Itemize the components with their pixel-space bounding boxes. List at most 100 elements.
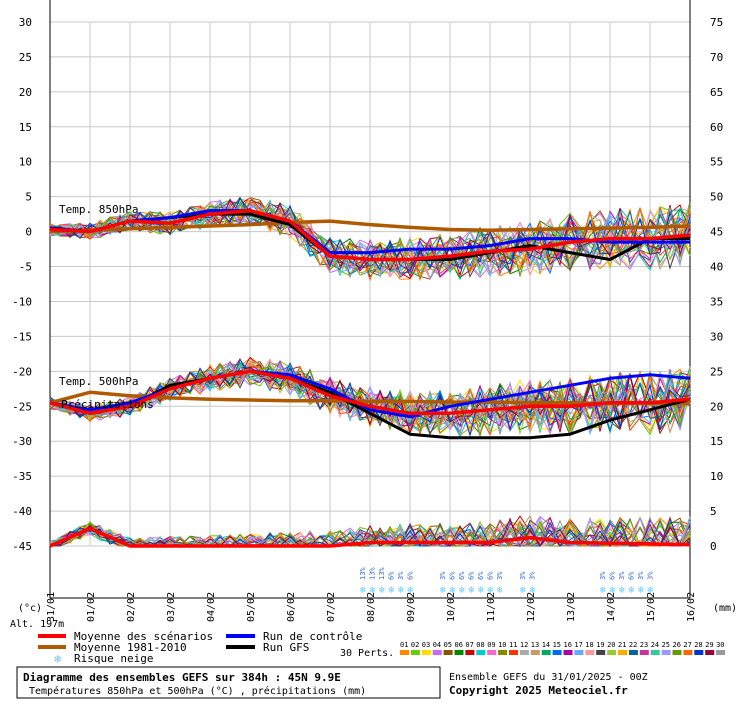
series-mean_t850 [49, 208, 691, 262]
snow-risk-pct: 3% [599, 571, 607, 580]
snowflake-icon: ❄ [600, 585, 607, 596]
snowflake-icon: ❄ [469, 585, 476, 596]
snowflake-icon: ❄ [360, 585, 367, 596]
snowflake-icon: ❄ [488, 585, 495, 596]
legend: Moyenne des scénarios Moyenne 1981-2010 … [38, 630, 726, 666]
pert-swatch [552, 650, 562, 655]
pert-number: 22 [629, 641, 637, 649]
left-axis-unit: (°c) [18, 603, 42, 614]
legend-snow: Risque neige [74, 652, 153, 665]
left-tick-label: 10 [19, 156, 32, 169]
pert-number: 12 [520, 641, 528, 649]
x-tick-label: 02/02 [126, 592, 137, 622]
x-tick-label: 05/02 [246, 592, 257, 622]
snow-risk-pct: 13% [378, 567, 386, 580]
snowflake-icon: ❄ [440, 585, 447, 596]
pert-swatch [628, 650, 638, 655]
x-tick-label: 06/02 [286, 592, 297, 622]
snowflake-icon: ❄ [379, 585, 386, 596]
right-tick-label: 0 [710, 540, 717, 553]
pert-swatch [607, 650, 617, 655]
pert-number: 14 [542, 641, 550, 649]
snow-risk-pct: 3% [618, 571, 626, 580]
series-mean_t500 [49, 369, 691, 416]
pert-swatch [650, 650, 660, 655]
snow-risk-pct: 3% [397, 571, 405, 580]
x-tick-label: 04/02 [206, 592, 217, 622]
pert-number: 13 [531, 641, 539, 649]
legend-mean: Moyenne des scénarios [74, 630, 213, 643]
pert-number: 21 [618, 641, 626, 649]
snowflake-icon: ❄ [638, 585, 645, 596]
pert-number: 29 [705, 641, 713, 649]
legend-clim: Moyenne 1981-2010 [74, 641, 187, 654]
snow-risk-pct: 6% [388, 571, 396, 580]
snowflake-icon: ❄ [370, 585, 377, 596]
x-tick-label: 15/02 [646, 592, 657, 622]
left-tick-label: -30 [12, 435, 32, 448]
right-tick-label: 10 [710, 470, 723, 483]
right-tick-label: 70 [710, 51, 723, 64]
pert-number: 19 [596, 641, 604, 649]
x-tick-label: 16/02 [686, 592, 697, 622]
pert-swatch [519, 650, 529, 655]
pert-swatch [465, 650, 475, 655]
snow-risk-pct: 3% [439, 571, 447, 580]
snow-risk-pct: 3% [647, 571, 655, 580]
altitude-label: Alt. 197m [10, 619, 64, 630]
footer-box [16, 666, 441, 699]
pert-number: 26 [673, 641, 681, 649]
left-tick-label: -20 [12, 365, 32, 378]
pert-number: 05 [444, 641, 452, 649]
snow-risk-pct: 6% [407, 571, 415, 580]
x-tick-label: 08/02 [366, 592, 377, 622]
pert-swatch [563, 650, 573, 655]
pert-swatch [530, 650, 540, 655]
pert-number: 07 [465, 641, 473, 649]
x-tick-label: 13/02 [566, 592, 577, 622]
right-tick-label: 35 [710, 295, 723, 308]
left-tick-label: -25 [12, 400, 32, 413]
snow-risk-row: 13%❄13%❄13%❄6%❄3%❄6%❄3%❄6%❄6%❄6%❄6%❄6%❄3… [359, 567, 655, 596]
right-tick-label: 65 [710, 86, 723, 99]
snow-risk-pct: 3% [519, 571, 527, 580]
pert-number: 28 [694, 641, 702, 649]
pert-swatch [509, 650, 518, 655]
snow-risk-pct: 6% [458, 571, 466, 580]
label-t850: Temp. 850hPa [59, 203, 138, 216]
right-tick-label: 40 [710, 261, 723, 274]
snowflake-icon: ❄ [398, 585, 405, 596]
pert-swatch [585, 650, 595, 655]
left-tick-label: 30 [19, 16, 32, 29]
pert-number: 04 [433, 641, 441, 649]
snow-risk-pct: 13% [369, 567, 377, 580]
snow-risk-pct: 3% [529, 571, 537, 580]
snow-risk-pct: 6% [477, 571, 485, 580]
snow-risk-pct: 6% [609, 571, 617, 580]
pert-swatch [498, 650, 508, 655]
x-tick-label: 07/02 [326, 592, 337, 622]
pert-swatch [410, 650, 420, 655]
pert-number: 11 [509, 641, 517, 649]
pert-swatch [716, 650, 726, 655]
snow-risk-pct: 13% [359, 567, 367, 580]
pert-swatch [476, 650, 486, 655]
pert-t500-line [49, 367, 691, 438]
footer-copyright: Copyright 2025 Meteociel.fr [449, 684, 628, 697]
pert-swatch [618, 650, 627, 655]
pert-number: 08 [476, 641, 484, 649]
left-tick-label: 20 [19, 86, 32, 99]
series-clim_t850 [49, 219, 691, 234]
pert-swatch [705, 650, 715, 655]
legend-control: Run de contrôle [263, 630, 362, 643]
x-tick-label: 11/02 [486, 592, 497, 622]
series-clim_t500 [49, 390, 690, 406]
snow-risk-pct: 6% [487, 571, 495, 580]
right-tick-label: 25 [710, 365, 723, 378]
snowflake-icon: ❄ [619, 585, 626, 596]
snow-risk-pct: 6% [628, 571, 636, 580]
pert-number: 09 [487, 641, 495, 649]
pert-number: 30 [716, 641, 724, 649]
pert-number: 27 [683, 641, 691, 649]
